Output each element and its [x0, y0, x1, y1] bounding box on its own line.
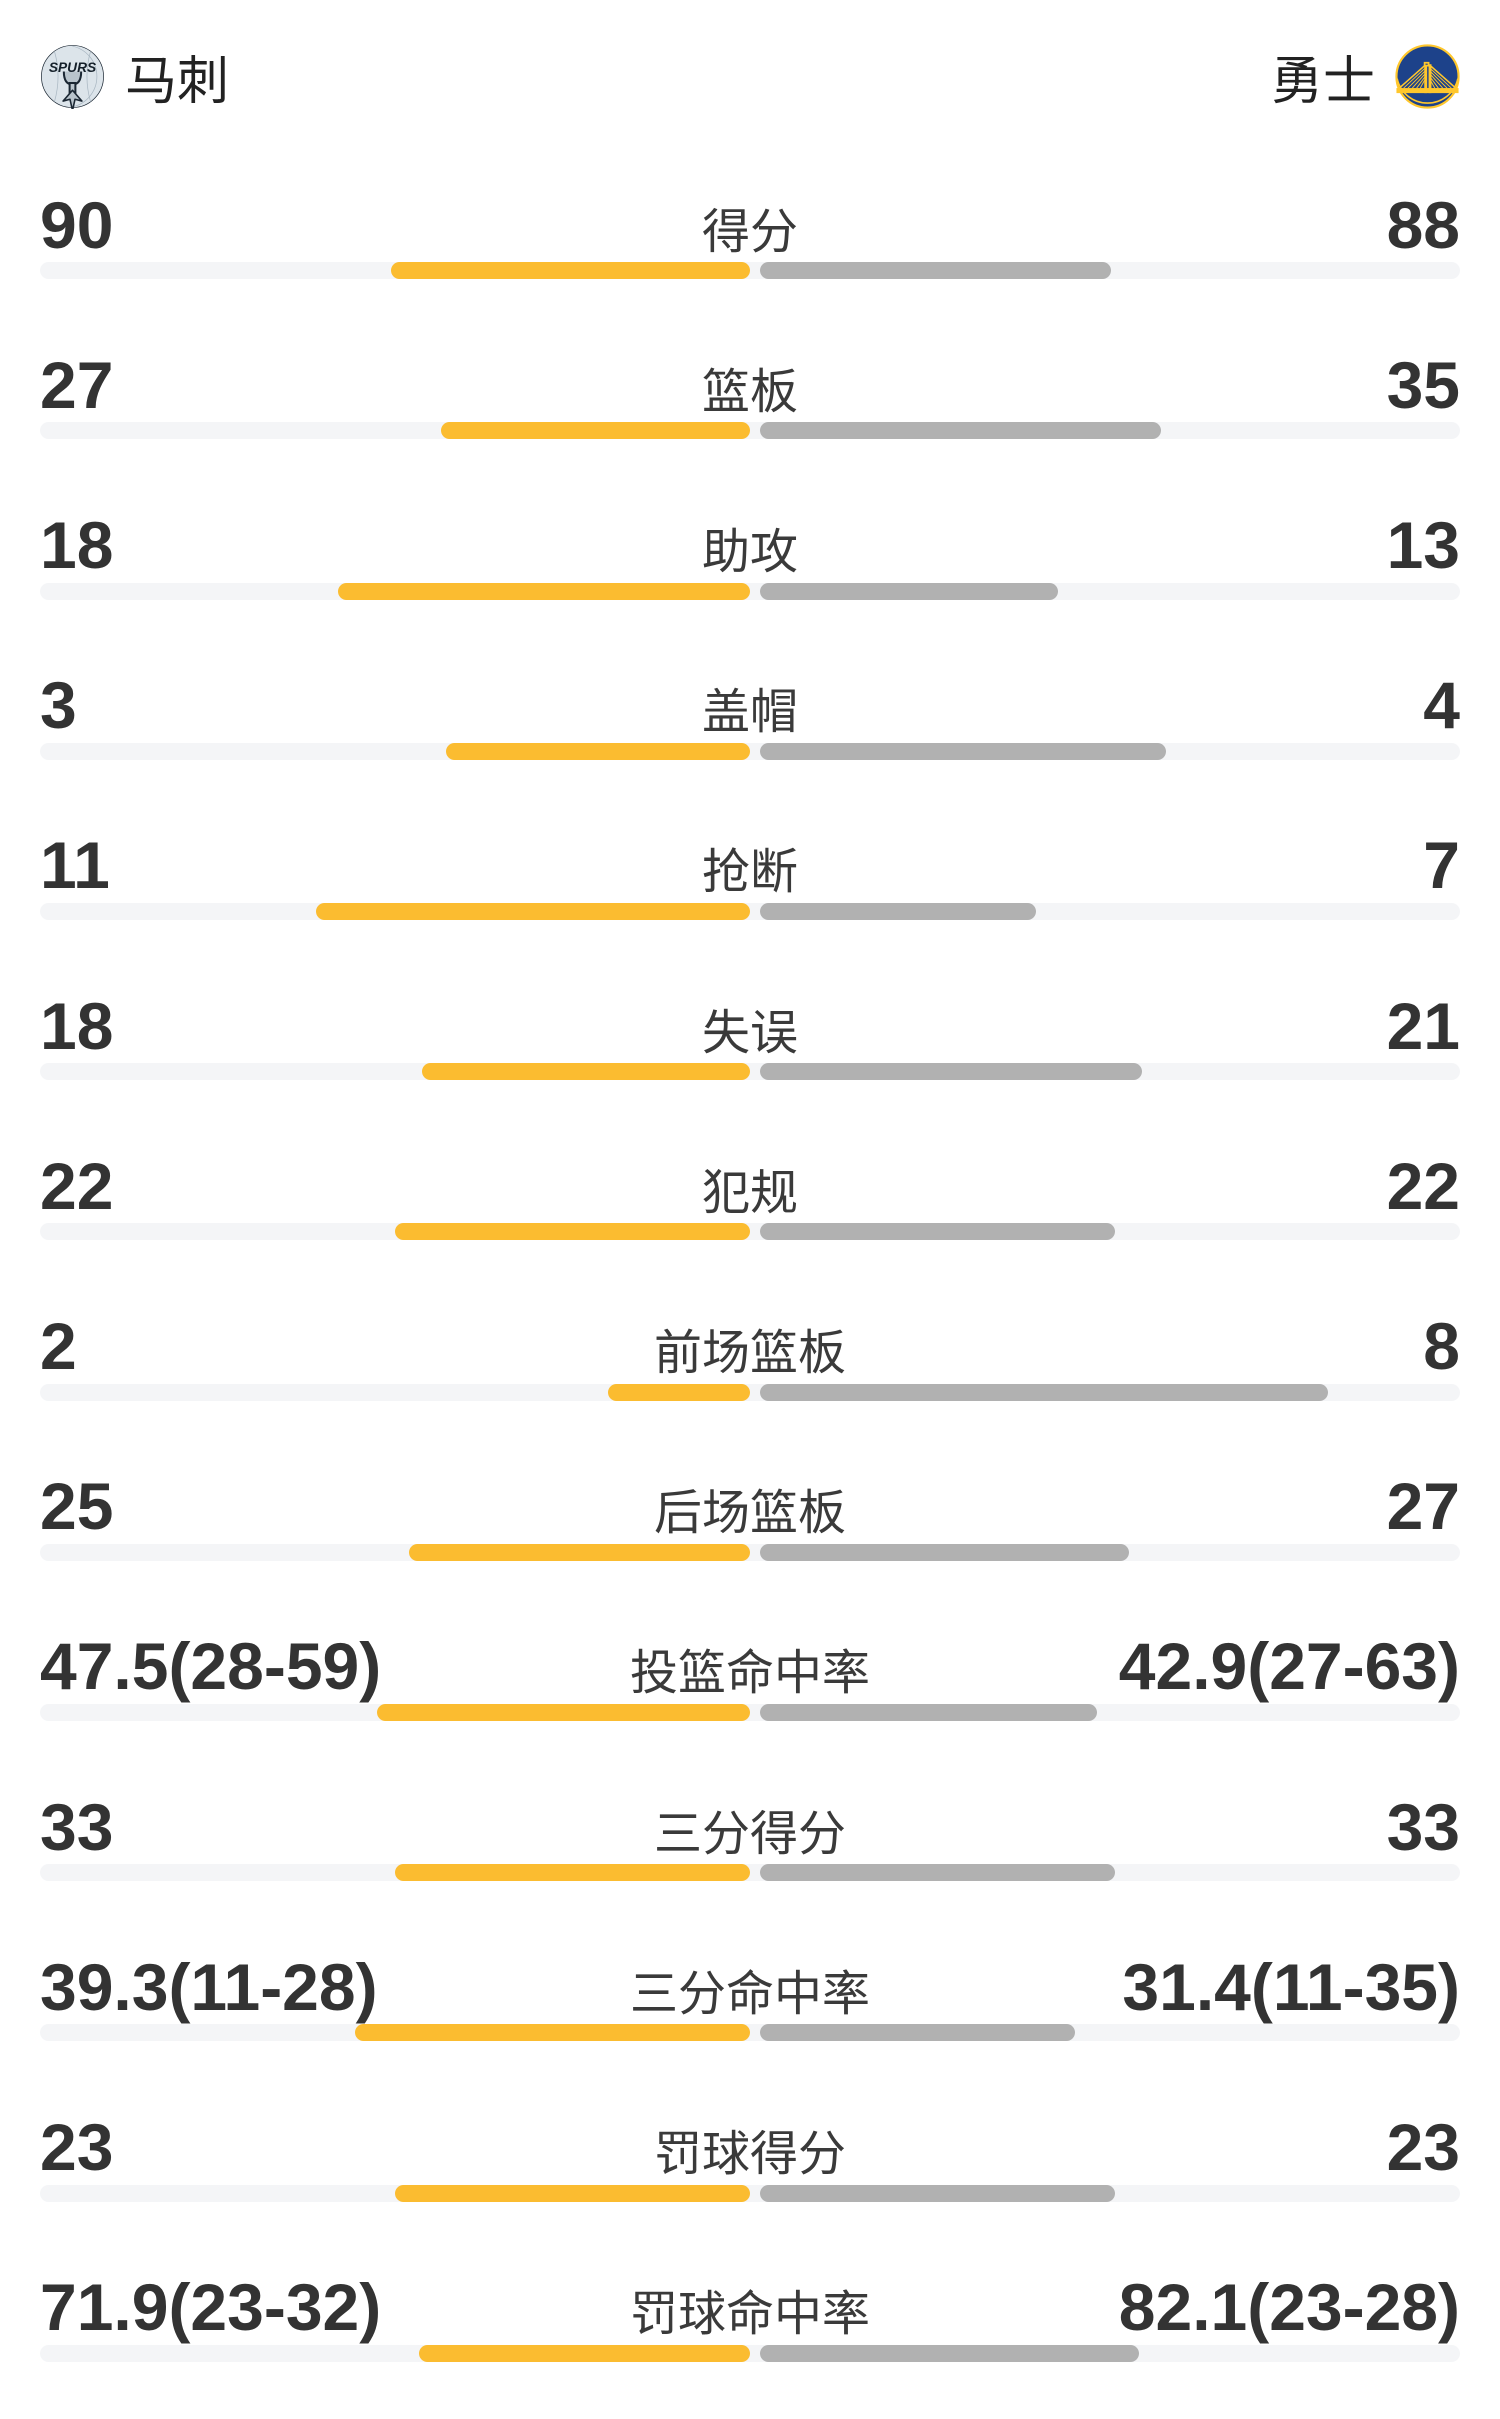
svg-text:SPURS: SPURS [49, 60, 97, 75]
